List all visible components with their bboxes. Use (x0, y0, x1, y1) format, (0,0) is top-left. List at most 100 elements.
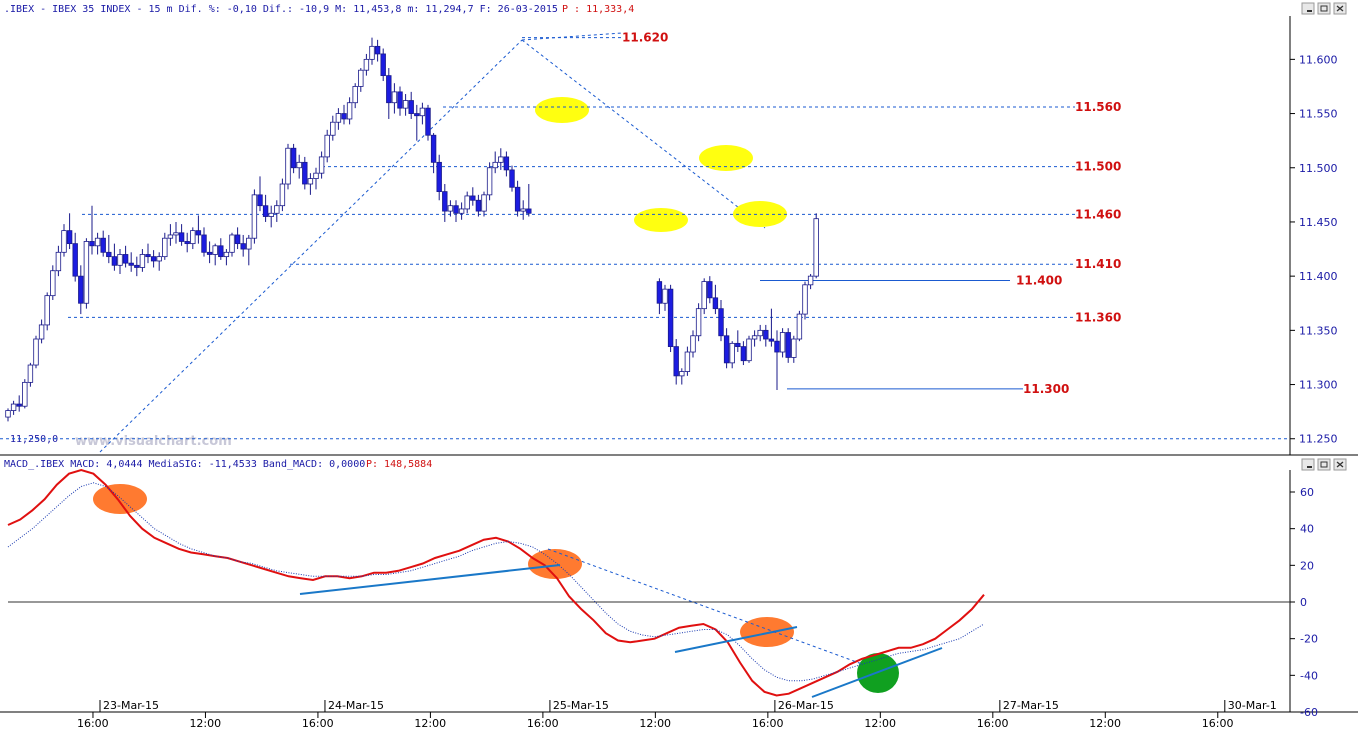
candle (240, 234, 246, 257)
candle-body-up (274, 205, 280, 214)
candle-body-up (94, 237, 101, 247)
candle (66, 213, 73, 250)
minimize-icon (1307, 10, 1312, 12)
candle-body-down (240, 243, 246, 250)
price-last-text: P : 11,333,4 (562, 4, 634, 15)
macd-y-tick-label: 40 (1300, 523, 1314, 536)
macd-trend-line[interactable] (299, 564, 561, 595)
candle (453, 200, 459, 222)
candle (492, 151, 498, 174)
macd-y-tick-label: -40 (1300, 669, 1318, 682)
top-ray-line[interactable] (521, 32, 623, 41)
candle-body-up (662, 288, 668, 304)
minimize-button[interactable] (1301, 2, 1315, 15)
candle (229, 232, 235, 257)
low-label: 11,250,0 (10, 434, 58, 445)
price-y-tick-label: 11.450 (1299, 216, 1338, 229)
candle-body-down (707, 281, 713, 299)
candle-body-up (44, 295, 50, 326)
macd-dashed-trend[interactable] (547, 548, 863, 665)
candle-body-up (139, 254, 146, 268)
candle (78, 265, 84, 315)
candle-body-up (695, 308, 702, 337)
candle (729, 341, 735, 369)
candle (374, 39, 381, 62)
candle-body-up (358, 69, 364, 87)
candle (458, 202, 465, 220)
candle-body-up (369, 45, 375, 60)
signal-series-line (7, 482, 985, 682)
candle-body-up (813, 218, 819, 277)
candle (268, 205, 274, 228)
candle (774, 330, 780, 390)
macd-trend-line[interactable] (811, 647, 943, 698)
candle (341, 104, 347, 125)
candle-body-down (785, 332, 791, 358)
candle-body-up (701, 281, 707, 310)
candle (673, 339, 679, 385)
candle-body-up (335, 113, 342, 123)
maximize-button[interactable] (1317, 2, 1331, 15)
candle-body-down (425, 107, 431, 136)
uptrend-line[interactable] (99, 39, 523, 453)
macd-maximize-button[interactable] (1317, 458, 1331, 471)
macd-minimize-button[interactable] (1301, 458, 1315, 471)
candle-body-up (5, 410, 11, 418)
candle (234, 227, 241, 250)
level-label: 11.360 (1075, 310, 1121, 324)
candle-body-down (740, 346, 747, 362)
price-y-tick-label: 11.500 (1299, 162, 1338, 175)
candle-body-up (498, 156, 504, 163)
candle (763, 324, 769, 347)
candle (414, 104, 420, 141)
orange-highlight (93, 484, 147, 514)
candle (206, 241, 213, 264)
candle-body-up (729, 342, 735, 364)
candle (768, 308, 775, 347)
level-label: 11.500 (1075, 160, 1121, 174)
candle-body-up (324, 134, 330, 158)
candle-body-down (178, 232, 185, 242)
candle-body-up (352, 86, 358, 104)
macd-last-text: P: 148,5884 (366, 459, 432, 470)
date-tick-label: 27-Mar-15 (1003, 699, 1059, 712)
candle (184, 232, 190, 253)
candle-body-down (414, 113, 420, 117)
candle (520, 200, 526, 220)
time-tick-label: 16:00 (77, 717, 109, 730)
downtrend-line[interactable] (521, 39, 766, 229)
candle-body-up (117, 254, 123, 266)
candle-body-down (111, 256, 118, 266)
candle-body-up (173, 232, 179, 236)
candle-body-down (78, 275, 84, 304)
time-tick-label: 16:00 (752, 717, 784, 730)
candle (122, 245, 129, 268)
candle-body-down (768, 338, 775, 342)
candle-body-up (246, 237, 252, 250)
candle-body-down (89, 241, 95, 247)
candle-body-up (346, 102, 353, 120)
candle (100, 230, 106, 257)
candle (667, 284, 674, 353)
candle-body-down (723, 335, 730, 364)
time-tick-label: 16:00 (302, 717, 334, 730)
candle-body-down (453, 205, 459, 214)
date-tick-label: 26-Mar-15 (778, 699, 834, 712)
time-tick-label: 12:00 (864, 717, 896, 730)
candle (318, 151, 325, 179)
candle-body-up (402, 100, 409, 109)
macd-trend-line[interactable] (674, 626, 798, 653)
candle-body-up (684, 351, 691, 372)
candle-body-up (447, 205, 454, 212)
candle (162, 232, 168, 260)
candle (190, 227, 196, 250)
close-icon (1336, 461, 1344, 468)
date-tick-label: 23-Mar-15 (103, 699, 159, 712)
candle (201, 227, 207, 257)
candle (757, 324, 763, 342)
candle (251, 189, 258, 244)
candle-body-down (712, 297, 719, 310)
candle-body-up (162, 237, 168, 258)
candle-body-up (757, 329, 763, 337)
